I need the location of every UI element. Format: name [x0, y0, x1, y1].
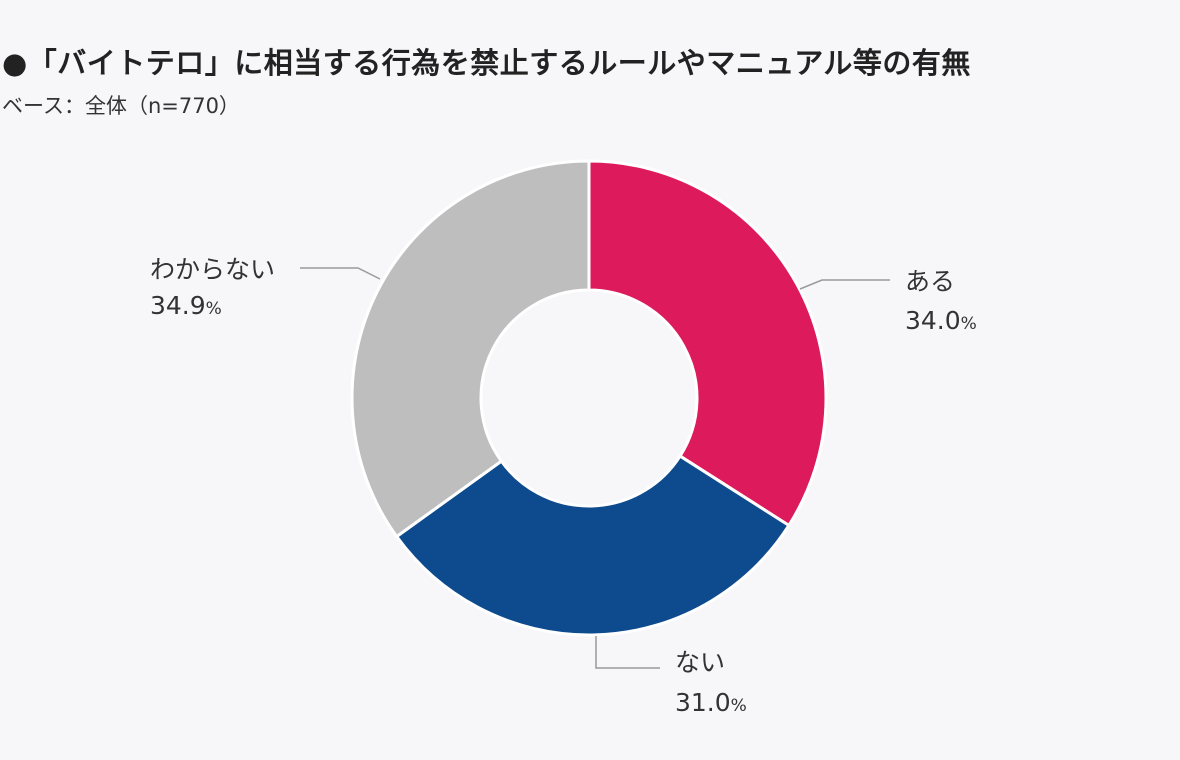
leader-line-1: [595, 636, 660, 669]
leader-line-0: [799, 279, 890, 290]
leader-line-2: [300, 267, 381, 280]
leader-lines: [300, 267, 890, 669]
slice-0: [587, 159, 828, 528]
slice-value-2: 34.9%: [150, 291, 222, 320]
slice-value-0: 34.0%: [905, 306, 977, 335]
slice-2: [350, 159, 591, 539]
chart-title: ●「バイトテロ」に相当する行為を禁止するルールやマニュアル等の有無: [2, 46, 971, 80]
slice-label-1: ない: [675, 648, 725, 677]
slice-1: [394, 453, 791, 637]
donut-slices: [350, 159, 828, 637]
slice-label-0: ある: [905, 267, 955, 296]
slice-label-2: わからない: [150, 255, 275, 284]
chart-subtitle: ベース：全体（n=770）: [2, 94, 240, 118]
slice-value-1: 31.0%: [675, 688, 747, 717]
slice-labels: ある 34.0% ない 31.0% わからない 34.9%: [150, 255, 977, 717]
